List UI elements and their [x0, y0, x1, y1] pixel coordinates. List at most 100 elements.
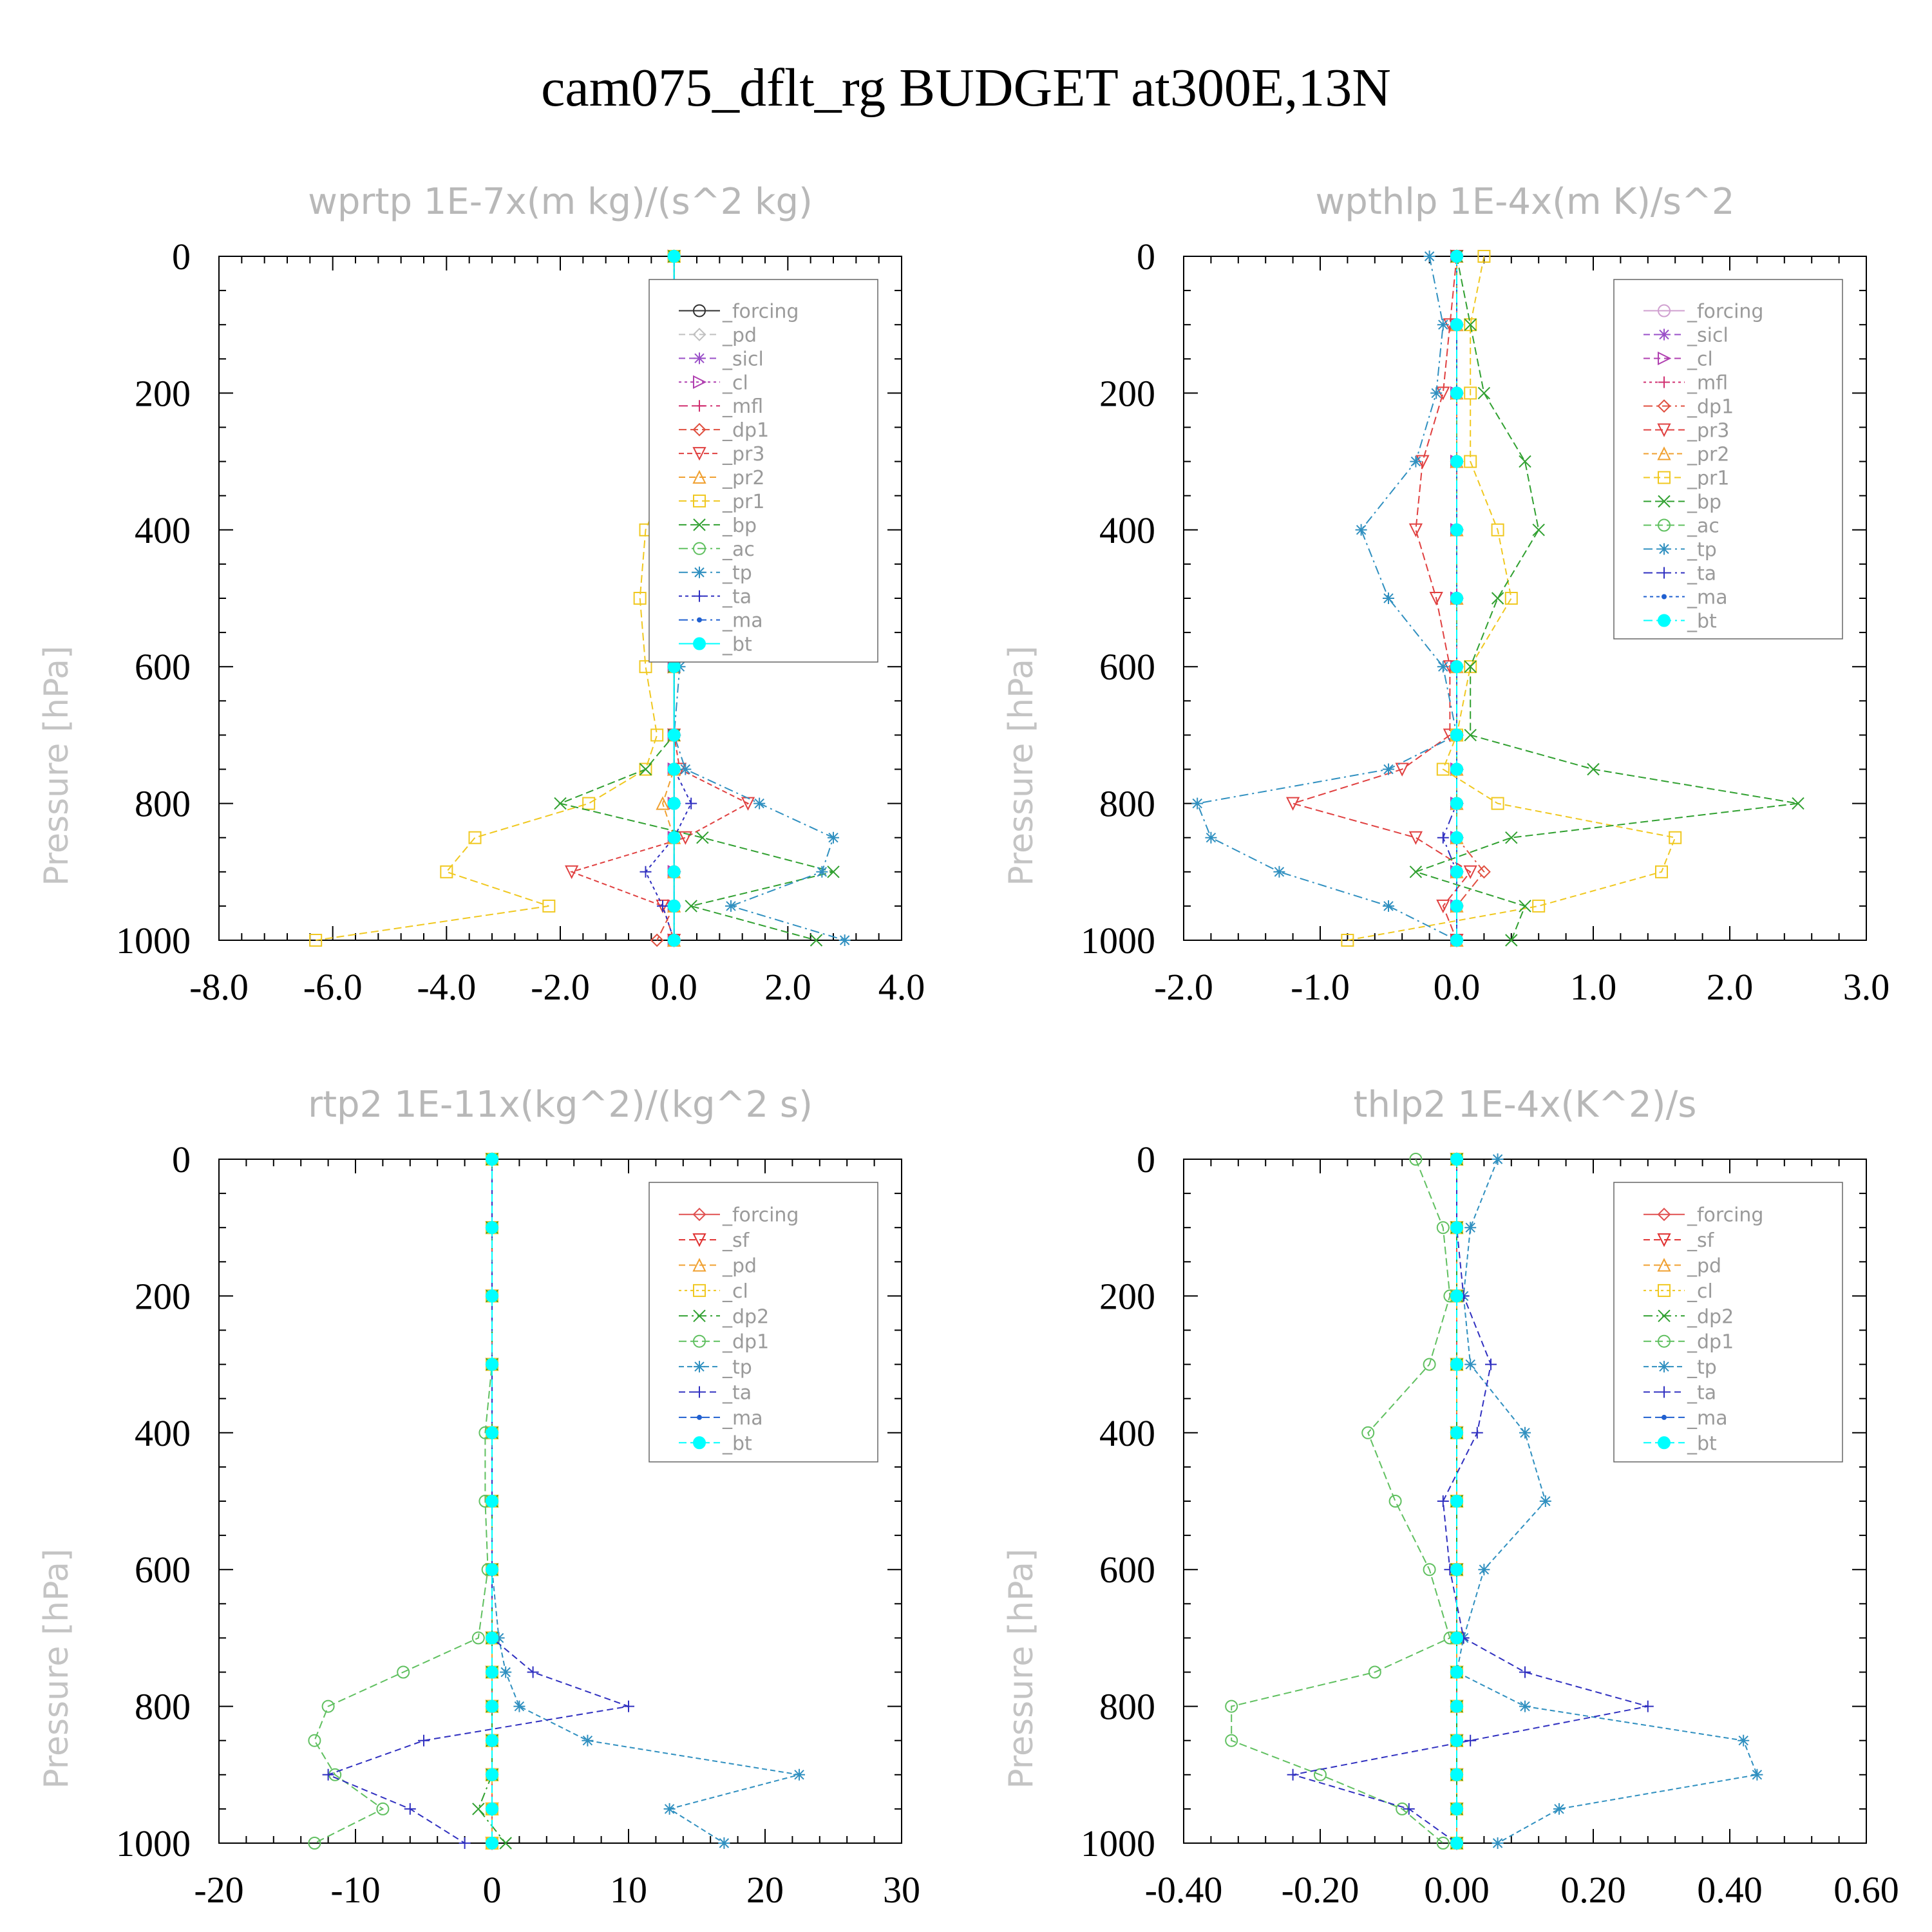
data-point [1409, 866, 1423, 878]
data-point [1314, 1768, 1327, 1781]
data-point [656, 796, 670, 810]
data-point [1505, 934, 1518, 947]
series-bt [1450, 250, 1463, 947]
legend-marker [1657, 446, 1671, 460]
legend-marker [1658, 1361, 1670, 1373]
x-tick-label: -0.20 [1282, 1869, 1359, 1911]
series-line [491, 1159, 800, 1844]
data-point [663, 1803, 676, 1815]
legend-marker [1657, 1233, 1671, 1247]
data-point [667, 865, 681, 878]
data-point [418, 1734, 430, 1747]
legend-marker [697, 617, 702, 623]
data-point [685, 797, 697, 810]
legend-label: _tp [1687, 1356, 1717, 1379]
data-point [1450, 899, 1463, 913]
y-tick-label: 0 [172, 1139, 191, 1180]
y-tick-label: 400 [135, 509, 191, 551]
x-tick-label: 4.0 [878, 966, 925, 1008]
data-point [499, 1837, 512, 1850]
legend-label: _pr2 [1687, 444, 1729, 466]
y-axis-label: Pressure [hPa] [1002, 1549, 1041, 1789]
data-point [1450, 762, 1463, 776]
data-point [486, 1563, 498, 1577]
data-point [696, 831, 709, 844]
data-point [1450, 660, 1463, 674]
x-tick-label: -0.40 [1145, 1869, 1223, 1911]
data-point [1471, 1426, 1483, 1439]
data-point [1450, 1768, 1463, 1781]
x-tick-label: -6.0 [303, 966, 363, 1008]
data-point [1450, 1665, 1463, 1679]
legend-label: _dp2 [1687, 1305, 1734, 1328]
data-point [1341, 934, 1354, 947]
legend-label: _tp [722, 1356, 752, 1379]
x-tick-label: -20 [194, 1869, 243, 1911]
data-point [1450, 728, 1463, 742]
legend-marker [1658, 1309, 1671, 1323]
series-dp1 [308, 1153, 498, 1850]
data-point [1464, 1222, 1477, 1234]
legend-label: _dp1 [1687, 1331, 1734, 1354]
legend-label: _sf [1687, 1229, 1715, 1252]
legend-marker [1658, 543, 1670, 555]
legend-label: _ma [1687, 1407, 1728, 1430]
data-point [582, 797, 596, 810]
series-line [1456, 256, 1485, 940]
series-pr1 [309, 250, 681, 947]
data-point [667, 797, 681, 810]
y-axis-label: Pressure [hPa] [37, 646, 76, 886]
data-point [650, 728, 664, 742]
x-tick-label: 0.00 [1424, 1869, 1490, 1911]
series-line [1455, 1159, 1758, 1844]
data-point [486, 1802, 498, 1815]
legend-marker [1662, 1414, 1667, 1420]
legend: _forcing_sf _pd_cl_dp2 _dp1_tp _ta_ma_bt [1613, 1182, 1843, 1463]
data-point [1368, 1665, 1381, 1679]
data-point [667, 934, 681, 947]
data-point [667, 899, 681, 913]
data-point [1388, 1495, 1402, 1508]
data-point [1463, 865, 1477, 880]
data-point [718, 1837, 730, 1849]
x-tick-label: 0 [483, 1869, 502, 1911]
x-tick-label: -2.0 [1154, 966, 1213, 1008]
chart-panel-1: wprtp 1E-7x(m kg)/(s^2 kg) Pressure [hPa]… [37, 181, 925, 1008]
data-point [1464, 318, 1477, 332]
data-point [1436, 1837, 1450, 1850]
legend-marker [1658, 1334, 1671, 1348]
legend-label: _ac [1687, 515, 1719, 538]
data-point [725, 900, 737, 912]
data-point [486, 1153, 498, 1166]
y-tick-label: 800 [1099, 1686, 1155, 1728]
x-tick-label: 20 [746, 1869, 784, 1911]
y-tick-label: 200 [135, 1275, 191, 1317]
data-point [542, 899, 556, 913]
data-point [468, 831, 482, 844]
data-point [678, 831, 692, 845]
legend-box [1613, 279, 1843, 639]
series-bt [486, 1153, 498, 1850]
legend-marker [693, 637, 706, 650]
legend-marker [693, 1334, 706, 1348]
data-point [1532, 899, 1546, 913]
legend-label: _dp1 [1687, 396, 1734, 419]
series-line [1196, 256, 1458, 941]
data-point [1430, 387, 1443, 399]
data-point [1450, 523, 1463, 536]
legend: _forcing_sf _pd_cl_dp2 _dp1_tp _ta_ma_bt [649, 1182, 878, 1463]
data-point [1287, 1768, 1299, 1781]
legend: _forcing_sicl_cl_mfl_dp1_pr3_pr2_pr1_bp_… [1613, 279, 1843, 639]
data-point [1477, 386, 1491, 400]
legend-label: _pd [722, 324, 757, 346]
legend-label: _ma [722, 1407, 763, 1430]
y-tick-label: 800 [135, 783, 191, 825]
legend: _forcing_pd_sicl_cl_mfl_dp1_pr3_pr2_pr1_… [649, 279, 878, 663]
data-point [1436, 1221, 1450, 1235]
legend-marker [1657, 399, 1671, 413]
legend-marker [1658, 614, 1671, 627]
series-line [1293, 1159, 1649, 1844]
data-point [1450, 592, 1463, 605]
data-point [1504, 592, 1518, 605]
series-bp [1409, 250, 1804, 947]
